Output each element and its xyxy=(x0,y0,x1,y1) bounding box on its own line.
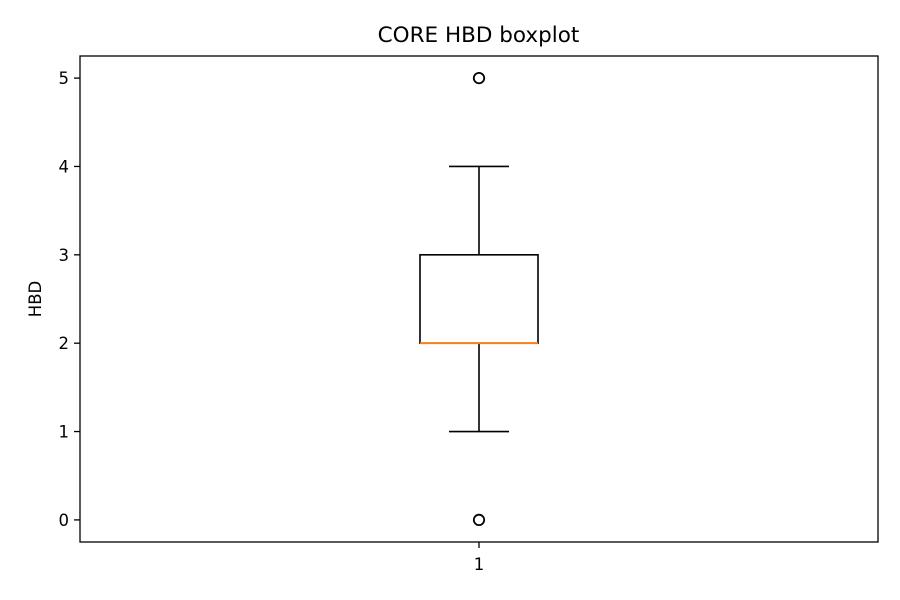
x-tick-label: 1 xyxy=(474,555,485,574)
y-tick-label: 0 xyxy=(59,511,70,530)
plot-area: 0 1 2 3 4 5 1 xyxy=(59,55,879,574)
iqr-box xyxy=(419,254,539,344)
chart-title: CORE HBD boxplot xyxy=(378,23,580,48)
y-tick-label: 5 xyxy=(59,69,70,88)
y-tick-label: 4 xyxy=(59,157,70,176)
plot-frame xyxy=(79,55,879,543)
outlier-point xyxy=(472,513,486,527)
y-tick-label: 1 xyxy=(59,423,70,442)
y-tick-label: 3 xyxy=(59,246,70,265)
outlier-point xyxy=(472,71,486,85)
y-axis-label: HBD xyxy=(26,281,45,317)
y-tick-label: 2 xyxy=(59,334,70,353)
